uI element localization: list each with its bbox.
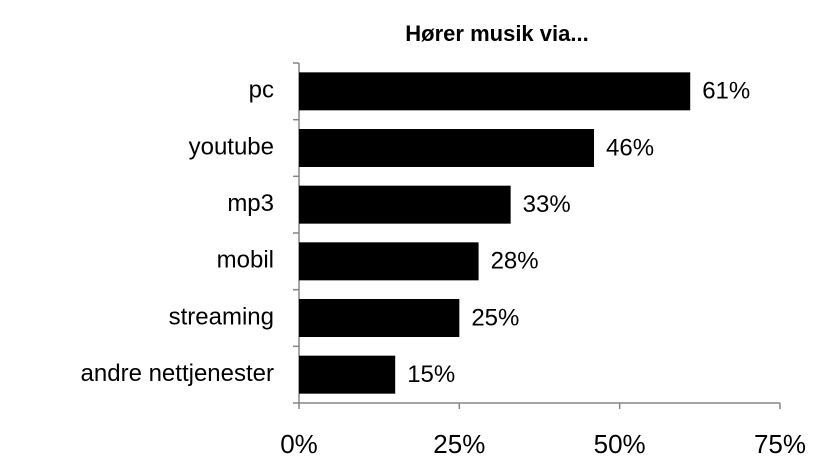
bar: [299, 299, 460, 337]
data-label: 33%: [523, 191, 571, 218]
bar: [299, 72, 691, 111]
y-tick-label: andre nettjenester: [81, 360, 274, 387]
data-label: 15%: [407, 361, 455, 388]
x-tick-label: 25%: [433, 429, 485, 459]
chart-title: Hører musik via...: [405, 21, 588, 46]
data-label: 28%: [491, 248, 539, 275]
bar: [299, 129, 595, 167]
y-tick-label: pc: [249, 77, 274, 104]
bar: [299, 242, 479, 281]
y-tick-label: mobil: [217, 247, 274, 274]
bar: [299, 185, 511, 224]
data-label: 46%: [606, 134, 654, 161]
bar: [299, 355, 396, 394]
x-tick-label: 50%: [594, 429, 646, 459]
y-tick-label: streaming: [169, 303, 274, 330]
data-label: 61%: [702, 78, 750, 105]
x-tick-label: 0%: [280, 429, 318, 459]
y-tick-label: youtube: [189, 133, 274, 160]
x-tick-label: 75%: [754, 429, 806, 459]
data-label: 25%: [471, 304, 519, 331]
y-tick-label: mp3: [227, 190, 274, 217]
